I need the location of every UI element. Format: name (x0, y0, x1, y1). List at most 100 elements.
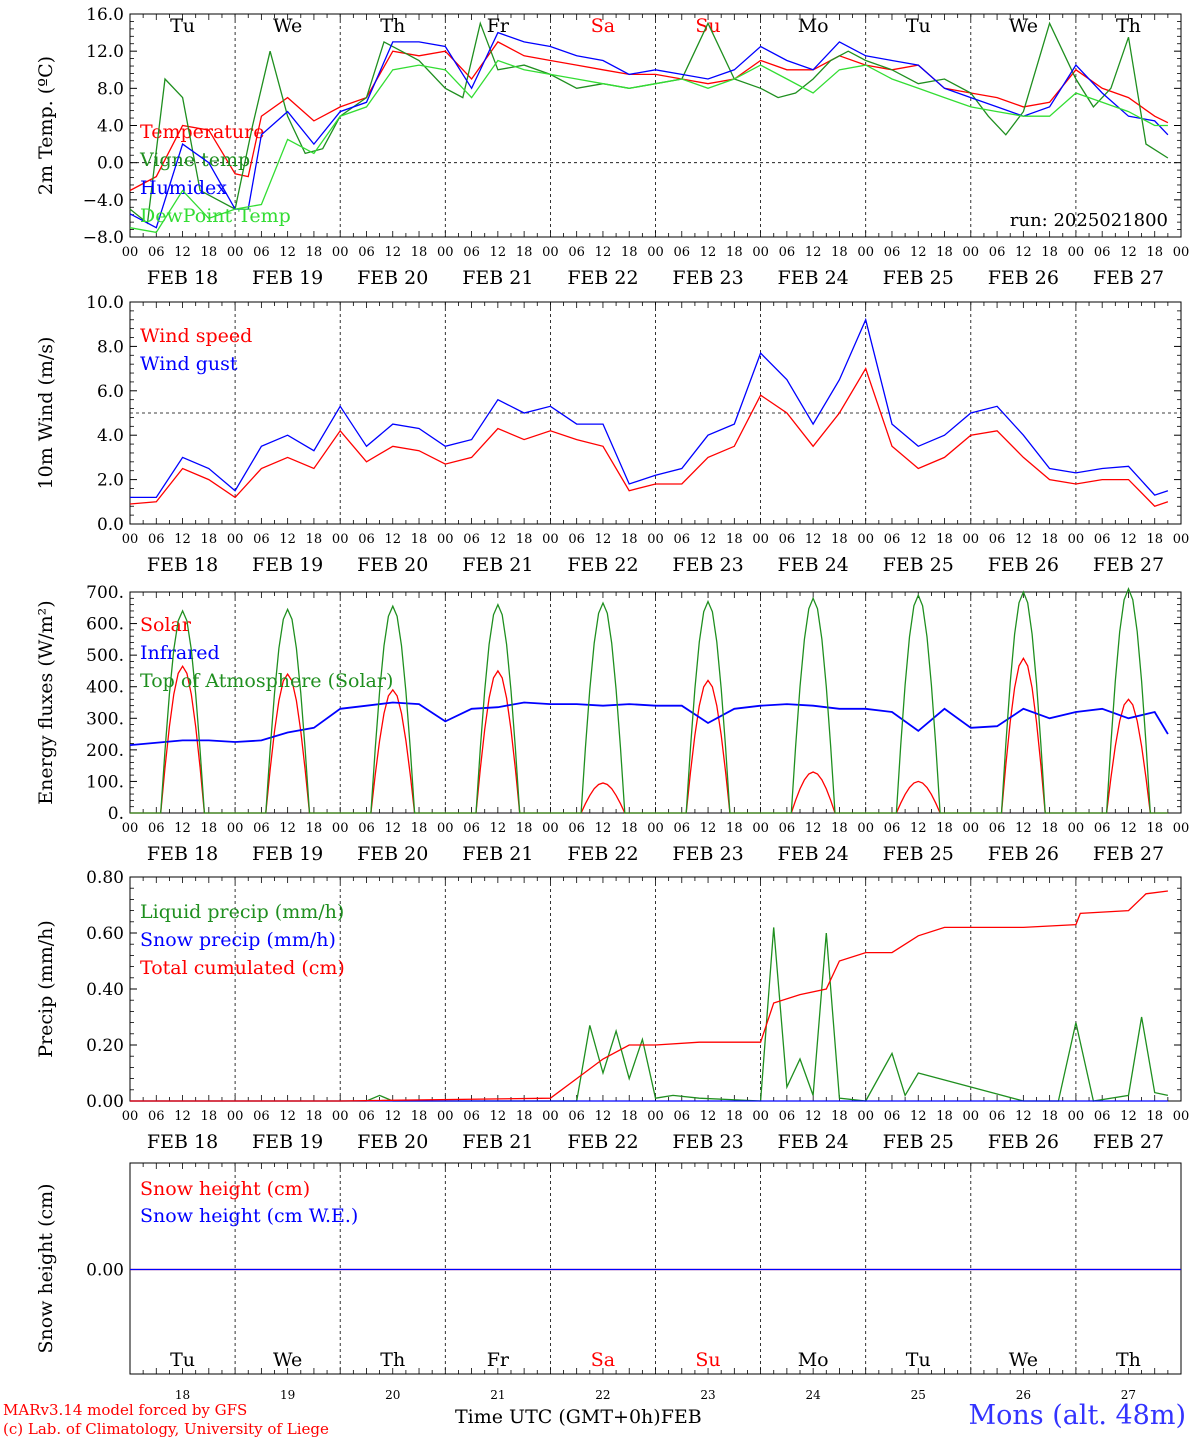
hour-tick-label: 12 (910, 532, 927, 547)
y-tick-label: 0.20 (86, 1036, 124, 1056)
date-label: FEB 26 (988, 267, 1059, 289)
y-tick-label: 700. (86, 583, 124, 603)
date-label: FEB 20 (357, 1131, 428, 1153)
y-tick-label: 400. (86, 678, 124, 698)
hour-tick-label: 06 (674, 1109, 691, 1124)
hour-tick-label: 00 (227, 532, 244, 547)
date-label: FEB 24 (778, 843, 849, 865)
series-line-temperature (129, 41, 1169, 192)
date-label: FEB 21 (462, 1131, 533, 1153)
date-label: FEB 26 (988, 843, 1059, 865)
hour-tick-label: 06 (779, 1109, 796, 1124)
hour-tick-label: 12 (1015, 1109, 1032, 1124)
hour-tick-label: 06 (358, 821, 375, 836)
hour-tick-label: 06 (358, 245, 375, 260)
date-label: FEB 27 (1093, 267, 1164, 289)
date-label: FEB 23 (672, 843, 743, 865)
panel-flux: 0. 100. 200. 300. 400. 500. 600. 700. Energy flu… (35, 583, 1189, 865)
hour-tick-label: 06 (989, 245, 1006, 260)
hour-tick-label: 18 (306, 1109, 323, 1124)
hour-tick-label: 00 (1068, 1109, 1085, 1124)
legend-entry: Snow height (cm W.E.) (140, 1205, 358, 1227)
hour-tick-label: 06 (463, 532, 480, 547)
date-label: FEB 19 (252, 554, 323, 576)
hour-tick-label: 00 (332, 1109, 349, 1124)
hour-tick-label: 18 (411, 821, 428, 836)
day-of-week-label: Sa (591, 15, 615, 37)
hour-tick-label: 12 (700, 821, 717, 836)
hour-tick-label: 00 (122, 245, 139, 260)
hour-tick-label: 00 (122, 821, 139, 836)
hour-tick-label: 06 (884, 1109, 901, 1124)
legend-entry: Wind gust (140, 353, 238, 375)
y-axis-title: 2m Temp. (ºC) (35, 56, 57, 195)
y-axis-title: Snow height (cm) (35, 1183, 57, 1353)
legend-entry: Liquid precip (mm/h) (140, 901, 344, 923)
panel-temp: −8.0 −4.0 0.0 4.0 8.0 12.0 16.0 2m Temp. (ºC) Tu… (35, 5, 1189, 289)
hour-tick-label: 00 (857, 1109, 874, 1124)
day-of-week-label: Fr (487, 1349, 510, 1371)
hour-tick-label: 18 (831, 532, 848, 547)
date-label: FEB 25 (883, 267, 954, 289)
hour-tick-label: 06 (1094, 821, 1111, 836)
hour-tick-label: 00 (752, 1109, 769, 1124)
hour-tick-label: 00 (1173, 532, 1190, 547)
y-tick-label: 0.40 (86, 980, 124, 1000)
series-line-total-cumulated-cm- (130, 890, 1168, 1102)
date-label: FEB 18 (147, 267, 218, 289)
y-tick-label: 6.0 (97, 382, 124, 402)
hour-tick-label: 12 (174, 1109, 191, 1124)
hour-tick-label: 12 (1015, 821, 1032, 836)
hour-tick-label: 18 (726, 532, 743, 547)
hour-tick-label: 18 (201, 1109, 218, 1124)
hour-tick-label: 06 (989, 532, 1006, 547)
day-number-label: 21 (490, 1388, 505, 1402)
hour-tick-label: 18 (621, 821, 638, 836)
day-number-label: 26 (1016, 1388, 1031, 1402)
y-axis-title: 10m Wind (m/s) (35, 337, 57, 490)
date-label: FEB 18 (147, 554, 218, 576)
y-tick-label: 0.00 (86, 1261, 124, 1281)
date-label: FEB 27 (1093, 554, 1164, 576)
hour-tick-label: 00 (227, 245, 244, 260)
hour-tick-label: 12 (595, 1109, 612, 1124)
hour-tick-label: 18 (411, 1109, 428, 1124)
date-label: FEB 24 (778, 267, 849, 289)
hour-tick-label: 12 (279, 245, 296, 260)
hour-tick-label: 12 (490, 532, 507, 547)
hour-tick-label: 00 (752, 532, 769, 547)
hour-tick-label: 12 (174, 532, 191, 547)
day-number-label: 18 (175, 1388, 190, 1402)
day-number-label: 24 (806, 1388, 822, 1402)
day-of-week-label: We (1009, 15, 1038, 37)
hour-tick-label: 18 (726, 245, 743, 260)
day-of-week-label: Th (380, 1349, 405, 1371)
hour-tick-label: 18 (1146, 821, 1163, 836)
date-label: FEB 23 (672, 1131, 743, 1153)
hour-tick-label: 06 (1094, 245, 1111, 260)
hour-tick-label: 12 (595, 821, 612, 836)
hour-tick-label: 12 (700, 245, 717, 260)
hour-tick-label: 06 (568, 821, 585, 836)
hour-tick-label: 06 (989, 821, 1006, 836)
hour-tick-label: 06 (568, 245, 585, 260)
hour-tick-label: 06 (148, 1109, 165, 1124)
hour-tick-label: 18 (831, 245, 848, 260)
date-label: FEB 24 (778, 554, 849, 576)
hour-tick-label: 00 (122, 1109, 139, 1124)
hour-tick-label: 12 (805, 1109, 822, 1124)
legend-entry: Vigne temp (139, 149, 250, 171)
y-tick-label: 600. (86, 615, 124, 635)
footer-credit: (c) Lab. of Climatology, University of L… (3, 1420, 329, 1438)
hour-tick-label: 06 (884, 532, 901, 547)
hour-tick-label: 00 (647, 1109, 664, 1124)
y-tick-label: 0. (108, 804, 124, 824)
panel-wind: 0.0 2.0 4.0 6.0 8.0 10.0 10m Wind (m/s) 00 06 12 1… (35, 293, 1189, 576)
y-tick-label: 0.60 (86, 924, 124, 944)
hour-tick-label: 00 (963, 821, 980, 836)
hour-tick-label: 06 (674, 245, 691, 260)
hour-tick-label: 00 (122, 532, 139, 547)
y-tick-label: 8.0 (97, 79, 124, 99)
day-of-week-label: Tu (906, 1349, 931, 1371)
date-label: FEB 19 (252, 843, 323, 865)
